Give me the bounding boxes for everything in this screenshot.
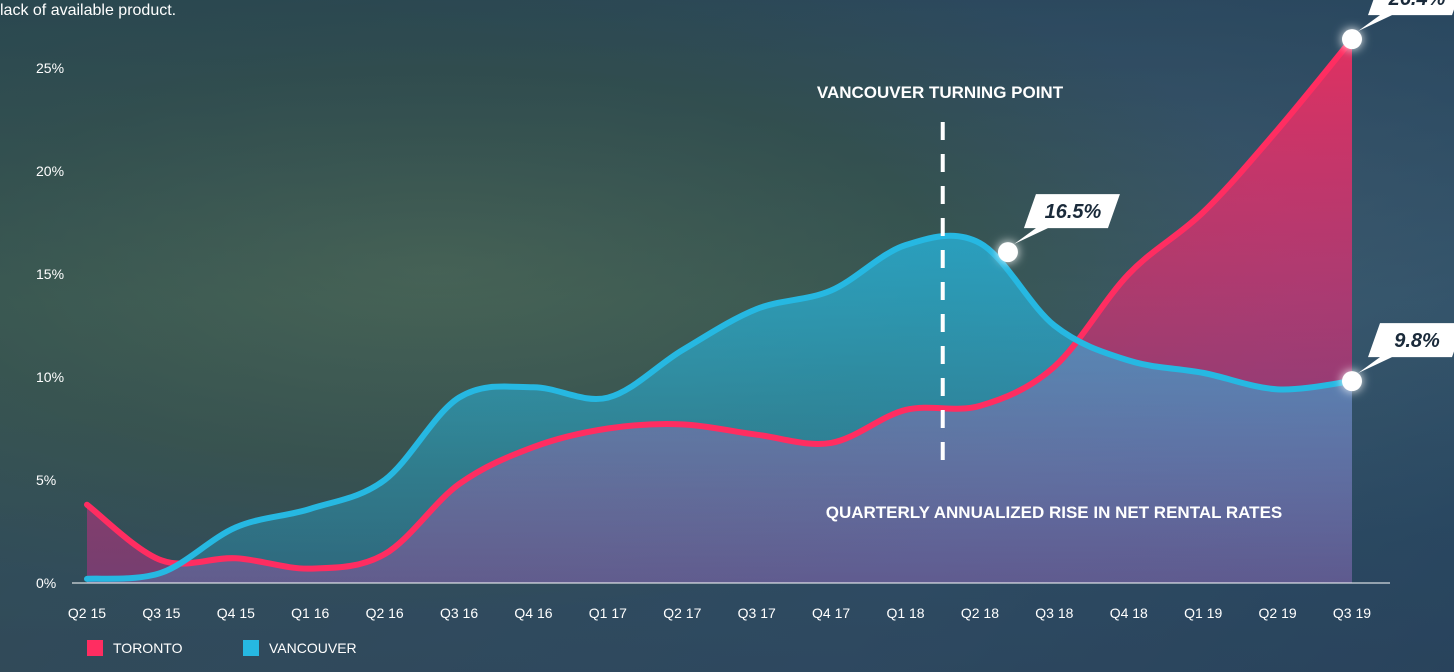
chart-subtitle: QUARTERLY ANNUALIZED RISE IN NET RENTAL …: [826, 503, 1283, 522]
x-tick-label: Q2 15: [68, 605, 106, 621]
y-axis: 0% 5% 10% 15% 20% 25%: [36, 60, 64, 591]
legend-toronto: TORONTO: [87, 640, 183, 656]
y-tick-label: 15%: [36, 266, 64, 282]
x-tick-label: Q2 18: [961, 605, 999, 621]
vancouver-end-callout-box: [1358, 323, 1454, 374]
callout-markers: 26.4% 16.5% 9.8%: [997, 0, 1454, 392]
x-tick-label: Q4 15: [217, 605, 255, 621]
area-fills: [87, 39, 1352, 584]
y-tick-label: 25%: [36, 60, 64, 76]
legend-vancouver: VANCOUVER: [243, 640, 357, 656]
toronto-end-dot: [1342, 29, 1362, 50]
vancouver-end-callout-label: 9.8%: [1394, 330, 1440, 352]
x-tick-label: Q4 16: [514, 605, 552, 621]
toronto-end-callout-box: [1358, 0, 1454, 32]
vancouver-peak-dot: [997, 242, 1018, 263]
x-tick-label: Q3 18: [1035, 605, 1073, 621]
turning-point-label: VANCOUVER TURNING POINT: [817, 83, 1064, 102]
x-tick-label: Q3 17: [738, 605, 776, 621]
x-tick-label: Q3 16: [440, 605, 478, 621]
y-tick-label: 10%: [36, 369, 64, 385]
vancouver-peak-callout-box: [1013, 194, 1120, 245]
y-tick-label: 0%: [36, 575, 56, 591]
y-tick-label: 5%: [36, 472, 56, 488]
caption-text: lack of available product.: [0, 2, 177, 19]
x-tick-label: Q2 16: [366, 605, 404, 621]
x-tick-label: Q1 18: [886, 605, 924, 621]
vancouver-end-dot: [1342, 371, 1362, 392]
x-tick-label: Q1 16: [291, 605, 329, 621]
legend-vancouver-label: VANCOUVER: [269, 640, 357, 656]
series-lines: [84, 36, 1355, 582]
x-tick-label: Q3 19: [1333, 605, 1371, 621]
x-tick-label: Q4 18: [1110, 605, 1148, 621]
toronto-swatch: [87, 640, 103, 656]
x-tick-label: Q2 19: [1259, 605, 1297, 621]
vancouver-peak-callout-label: 16.5%: [1045, 201, 1102, 223]
vancouver-area: [87, 235, 1352, 584]
x-tick-label: Q2 17: [663, 605, 701, 621]
x-tick-label: Q1 17: [589, 605, 627, 621]
x-tick-label: Q3 15: [142, 605, 180, 621]
vancouver-line: [84, 232, 1355, 582]
x-tick-label: Q4 17: [812, 605, 850, 621]
vancouver-swatch: [243, 640, 259, 656]
toronto-end-callout-label: 26.4%: [1388, 0, 1446, 10]
legend-toronto-label: TORONTO: [113, 640, 183, 656]
toronto-line: [84, 36, 1355, 572]
x-axis: Q2 15 Q3 15 Q4 15 Q1 16 Q2 16 Q3 16 Q4 16 Q1 17…: [68, 605, 1371, 621]
x-tick-label: Q1 19: [1184, 605, 1222, 621]
y-tick-label: 20%: [36, 163, 64, 179]
